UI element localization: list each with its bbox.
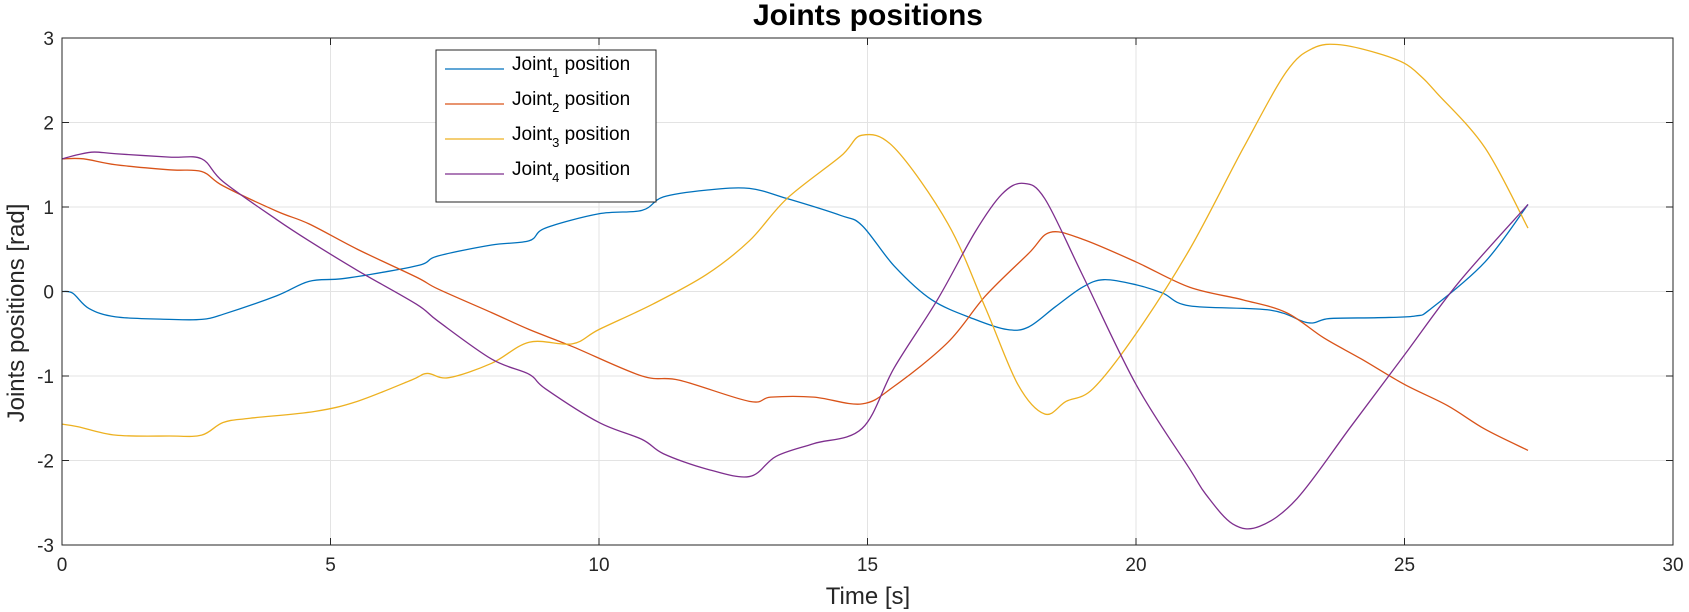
legend-entry-suffix: position — [559, 89, 630, 110]
legend-entry-joint-1: Joint1 position — [512, 54, 630, 80]
legend-entry-joint-3: Joint3 position — [512, 124, 630, 150]
series-line-joint-3 — [61, 43, 1529, 438]
legend-box — [435, 49, 657, 203]
legend-entry-subscript: 4 — [552, 170, 559, 185]
legend-entry-suffix: position — [559, 159, 630, 180]
legend-entry-base: Joint — [512, 89, 553, 110]
y-tick-label: 3 — [43, 29, 54, 50]
x-axis-label: Time [s] — [826, 583, 910, 610]
x-tick-label: 20 — [1125, 555, 1146, 576]
chart-title: Joints positions — [753, 0, 983, 32]
x-tick-label: 10 — [588, 555, 609, 576]
y-tick-label: 1 — [43, 198, 54, 219]
legend-entry-subscript: 2 — [552, 100, 559, 115]
x-tick-label: 5 — [325, 555, 336, 576]
series-line-joint-2 — [61, 157, 1529, 451]
legend-entry-suffix: position — [559, 124, 630, 145]
y-tick-label: -3 — [37, 536, 54, 557]
grid-lines — [61, 37, 1674, 546]
legend-entry-suffix: position — [559, 54, 630, 75]
legend-entry-base: Joint — [512, 124, 553, 145]
legend-entry-joint-4: Joint4 position — [512, 159, 630, 185]
y-tick-label: -2 — [37, 452, 54, 473]
x-tick-label: 0 — [57, 555, 68, 576]
y-tick-label: 0 — [43, 283, 54, 304]
x-tick-label: 25 — [1394, 555, 1415, 576]
y-axis-label: Joints positions [rad] — [3, 204, 30, 423]
series-line-joint-4 — [61, 151, 1529, 530]
series-line-joint-1 — [61, 187, 1529, 331]
legend-entry-subscript: 1 — [552, 65, 559, 80]
legend-entry-base: Joint — [512, 54, 553, 75]
y-tick-label: 2 — [43, 114, 54, 135]
legend-entry-base: Joint — [512, 159, 553, 180]
x-tick-label: 30 — [1662, 555, 1683, 576]
legend-entry-subscript: 3 — [552, 135, 559, 150]
x-tick-label: 15 — [857, 555, 878, 576]
series-layer — [61, 43, 1529, 530]
legend-entry-joint-2: Joint2 position — [512, 89, 630, 115]
y-tick-label: -1 — [37, 367, 54, 388]
axis-ticks: 0 5 10 15 20 25 30 -3 -2 -1 0 1 2 3 — [37, 29, 1683, 576]
